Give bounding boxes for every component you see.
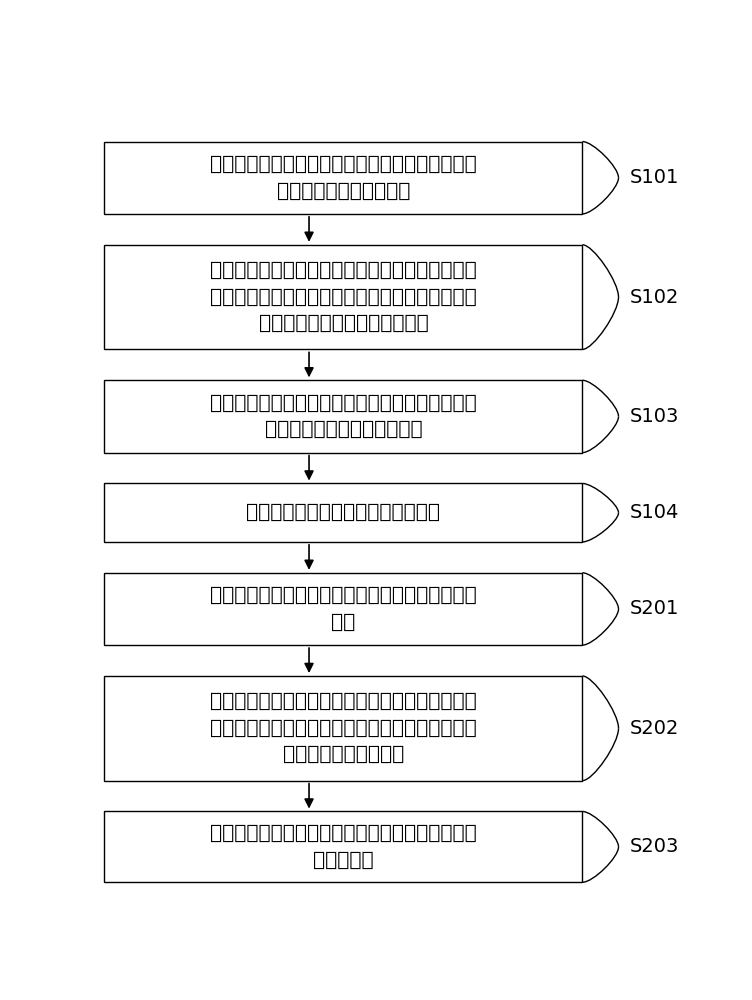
FancyBboxPatch shape [105, 811, 582, 882]
FancyBboxPatch shape [105, 573, 582, 645]
Text: S101: S101 [630, 168, 680, 187]
Text: 通过多维标度分析法对随机森林模型所得到的肺部
组织样本相似度矩阵进行降维: 通过多维标度分析法对随机森林模型所得到的肺部 组织样本相似度矩阵进行降维 [210, 394, 477, 439]
Text: 获取得到肺癌组织样本和正常肺部组织样本所对应
的肺部组织样本质谱数据: 获取得到肺癌组织样本和正常肺部组织样本所对应 的肺部组织样本质谱数据 [210, 155, 477, 200]
Text: S102: S102 [630, 288, 680, 307]
FancyBboxPatch shape [105, 676, 582, 781]
Text: 将待测肺部组织样本所对应的肺部组织样本质谱数
据输入至肺癌组织识别模型进行分类处理，导出肺
部组织样本相似度矩阵: 将待测肺部组织样本所对应的肺部组织样本质谱数 据输入至肺癌组织识别模型进行分类处… [210, 692, 477, 764]
FancyBboxPatch shape [105, 380, 582, 453]
Text: S104: S104 [630, 503, 680, 522]
Text: S103: S103 [630, 407, 680, 426]
Text: S202: S202 [630, 719, 680, 738]
Text: S203: S203 [630, 837, 680, 856]
Text: 利用验证集对随机森林模型进行验证: 利用验证集对随机森林模型进行验证 [247, 503, 441, 522]
Text: 采用多维标度分析法对所述肺部组织样本相似度矩
阵进行降维: 采用多维标度分析法对所述肺部组织样本相似度矩 阵进行降维 [210, 824, 477, 870]
Text: S201: S201 [630, 599, 680, 618]
FancyBboxPatch shape [105, 483, 582, 542]
Text: 将获得的肺部组织样本质谱数据随机划分成训练集
和验证集，利用随机森林算法对训练集进行建模处
理，从而建立得到随机森林模型: 将获得的肺部组织样本质谱数据随机划分成训练集 和验证集，利用随机森林算法对训练集… [210, 261, 477, 333]
Text: 获取待测肺部组织样本所对应的肺部组织样本质谱
数据: 获取待测肺部组织样本所对应的肺部组织样本质谱 数据 [210, 586, 477, 632]
FancyBboxPatch shape [105, 245, 582, 349]
FancyBboxPatch shape [105, 142, 582, 214]
